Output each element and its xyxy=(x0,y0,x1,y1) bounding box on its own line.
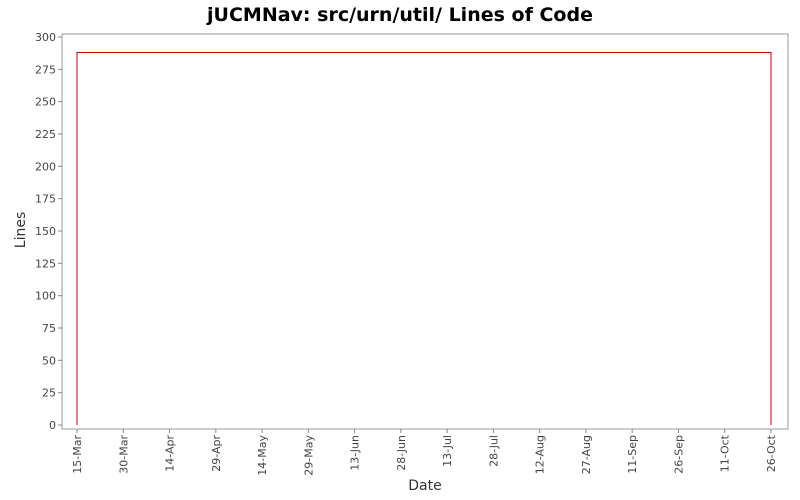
y-tick-label: 200 xyxy=(35,160,56,173)
x-tick-label: 30-Mar xyxy=(117,435,130,474)
x-axis-label: Date xyxy=(408,478,441,494)
y-tick-label: 250 xyxy=(35,96,56,109)
x-tick-label: 27-Aug xyxy=(580,435,593,474)
x-tick-label: 13-Jul xyxy=(441,435,454,467)
series-line xyxy=(76,52,772,425)
x-tick-label: 26-Sep xyxy=(672,435,685,474)
y-tick-label: 50 xyxy=(42,354,56,367)
series-layer xyxy=(76,52,772,425)
x-tick-label: 12-Aug xyxy=(534,435,547,474)
x-tick-label: 14-Apr xyxy=(164,435,177,472)
x-axis: 15-Mar 30-Mar 14-Apr 29-Apr 14-May 29-May 13-J… xyxy=(71,429,778,476)
x-tick-label: 29-Apr xyxy=(210,435,223,472)
x-tick-label: 28-Jul xyxy=(487,435,500,467)
x-tick-label: 11-Oct xyxy=(719,434,732,472)
plot-area xyxy=(61,33,789,430)
y-axis: 0 25 50 75 100 125 150 175 200 225 250 275 300 xyxy=(35,31,62,432)
y-tick-label: 150 xyxy=(35,225,56,238)
y-tick-label: 275 xyxy=(35,63,56,76)
y-tick-label: 25 xyxy=(42,387,56,400)
y-tick-label: 125 xyxy=(35,257,56,270)
y-tick-label: 300 xyxy=(35,31,56,44)
x-tick-label: 13-Jun xyxy=(349,435,362,471)
y-tick-label: 175 xyxy=(35,193,56,206)
x-tick-label: 14-May xyxy=(256,435,269,476)
x-tick-label: 26-Oct xyxy=(765,434,778,472)
y-tick-label: 0 xyxy=(49,419,56,432)
y-axis-label: Lines xyxy=(13,212,29,248)
chart-title: jUCMNav: src/urn/util/ Lines of Code xyxy=(206,4,593,26)
x-tick-label: 15-Mar xyxy=(71,435,84,474)
x-tick-label: 28-Jun xyxy=(395,435,408,471)
y-tick-label: 100 xyxy=(35,290,56,303)
y-tick-label: 75 xyxy=(42,322,56,335)
x-tick-label: 29-May xyxy=(302,435,315,476)
x-tick-label: 11-Sep xyxy=(626,435,639,474)
y-tick-label: 225 xyxy=(35,128,56,141)
